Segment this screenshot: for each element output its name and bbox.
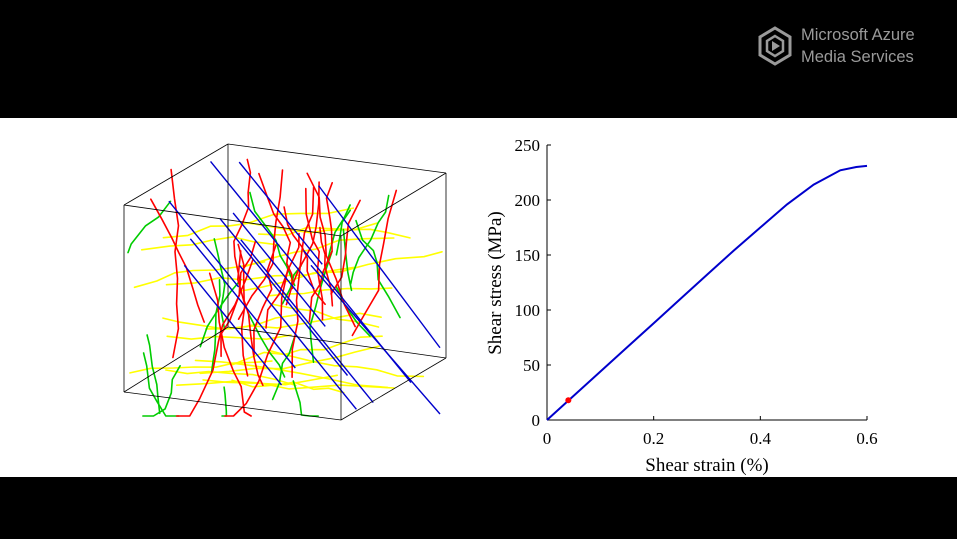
y-ticks: 0 50 100 150 200 250: [515, 136, 551, 430]
cube-edge: [227, 143, 447, 174]
fiber: [291, 186, 315, 378]
stress-strain-chart: 0 0.2 0.4 0.6 0 50 100 150 200 250 Shear strain …: [485, 136, 878, 476]
fiber: [258, 172, 294, 290]
series-group: [546, 164, 868, 421]
fiber: [349, 194, 390, 285]
fiber: [319, 226, 334, 307]
fiber: [150, 198, 205, 323]
fiber: [305, 187, 324, 321]
fiber: [266, 349, 425, 378]
fiber: [176, 380, 395, 390]
fiber: [175, 259, 254, 417]
fiber: [238, 161, 323, 265]
fiber: [231, 335, 383, 366]
y-tick-label: 250: [515, 136, 541, 155]
cube-edge: [123, 143, 229, 206]
fiber: [146, 334, 161, 415]
x-tick-label: 0: [543, 429, 552, 448]
cube-edge: [123, 391, 342, 421]
fiber: [265, 232, 300, 329]
cube-edge: [123, 326, 229, 393]
plot-axes: [546, 145, 867, 421]
cube-edge: [340, 172, 447, 237]
fiber: [241, 221, 411, 239]
bottom-letterbox: [0, 477, 957, 539]
fiber: [330, 199, 361, 295]
y-tick-label: 100: [515, 301, 541, 320]
fiber: [183, 264, 283, 386]
fiber: [194, 359, 389, 389]
x-ticks: 0 0.2 0.4 0.6: [543, 416, 878, 448]
fiber: [240, 239, 374, 404]
y-tick-label: 0: [532, 411, 541, 430]
fiber: [189, 238, 296, 369]
video-frame: 0 0.2 0.4 0.6 0 50 100 150 200 250 Shear strain …: [0, 118, 957, 477]
cube-wireframe: [123, 143, 447, 421]
y-tick-label: 150: [515, 246, 541, 265]
current-point-marker: [565, 397, 572, 404]
watermark-text: Microsoft Azure Media Services: [801, 24, 915, 68]
fiber: [325, 204, 351, 267]
watermark-line-2: Media Services: [801, 48, 914, 66]
fiber: [232, 212, 326, 327]
fiber: [308, 182, 333, 322]
watermark-line-1: Microsoft Azure: [801, 26, 915, 44]
fiber: [219, 217, 349, 376]
y-axis-label: Shear stress (MPa): [485, 211, 506, 355]
media-services-logo-icon: [758, 26, 792, 66]
fiber: [140, 236, 280, 251]
fiber: [351, 189, 398, 337]
cube-edge: [227, 326, 447, 359]
stress-strain-line: [546, 164, 868, 421]
fiber: [342, 228, 353, 292]
fiber: [310, 264, 441, 415]
cube-edge: [123, 204, 342, 237]
fiber: [271, 337, 295, 401]
fiber: [249, 191, 296, 287]
x-tick-label: 0.6: [856, 429, 877, 448]
y-tick-label: 200: [515, 191, 541, 210]
fiber-network-cube: [123, 143, 447, 421]
fiber: [242, 237, 395, 268]
fiber: [129, 360, 273, 374]
azure-watermark: Microsoft Azure Media Services: [757, 24, 915, 68]
fiber: [142, 365, 181, 417]
fiber: [168, 200, 240, 288]
x-tick-label: 0.2: [643, 429, 664, 448]
fiber: [210, 279, 221, 373]
fiber: [224, 268, 289, 417]
top-letterbox: Microsoft Azure Media Services: [0, 0, 957, 118]
fiber: [202, 374, 338, 386]
fiber: [127, 200, 172, 254]
fiber: [318, 185, 441, 349]
fiber: [237, 250, 249, 377]
fiber: [239, 265, 357, 410]
x-tick-label: 0.4: [750, 429, 772, 448]
cube-edge: [340, 357, 447, 421]
x-axis-label: Shear strain (%): [645, 455, 768, 476]
y-tick-label: 50: [523, 356, 540, 375]
fiber: [165, 369, 297, 387]
fiber: [335, 209, 351, 256]
fiber: [170, 168, 180, 359]
